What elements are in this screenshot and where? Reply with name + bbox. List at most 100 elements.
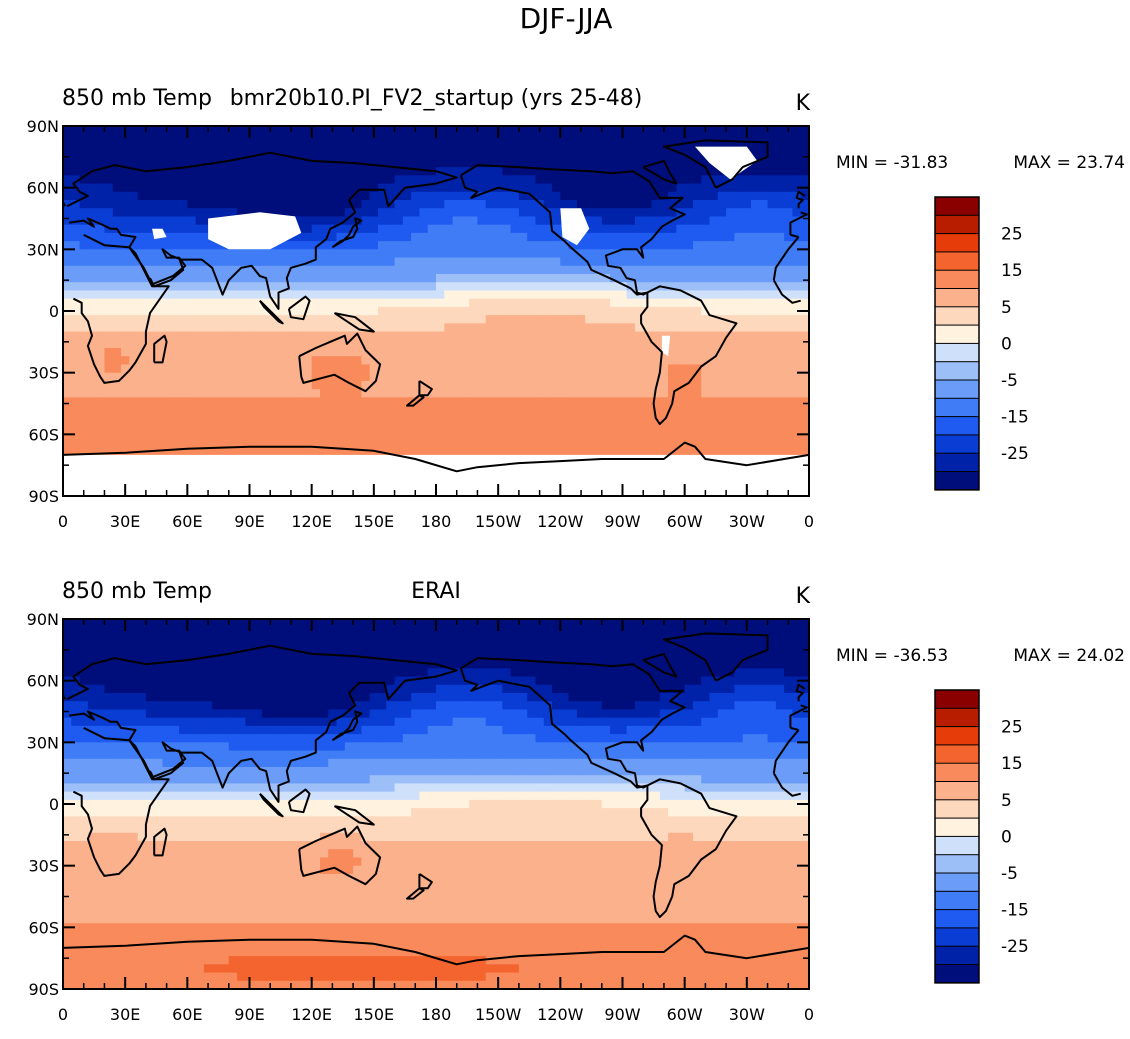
colorbar-tick-label: 25 bbox=[1001, 718, 1023, 738]
colorbar-tick-label: 15 bbox=[1001, 754, 1023, 774]
lat-tick-label: 90N bbox=[27, 610, 59, 629]
colorbar-swatch bbox=[935, 836, 979, 855]
colorbar-tick-label: 15 bbox=[1001, 261, 1023, 281]
lon-tick-label: 120E bbox=[291, 1005, 332, 1024]
panel-case-title: bmr20b10.PI_FV2_startup (yrs 25-48) bbox=[230, 86, 643, 111]
colorbar-tick-label: -25 bbox=[1001, 937, 1029, 957]
colorbar-swatch bbox=[935, 417, 979, 436]
colorbar-swatch bbox=[935, 891, 979, 910]
lon-tick-label: 150W bbox=[475, 1005, 522, 1024]
lon-tick-label: 0 bbox=[58, 1005, 68, 1024]
colorbar-tick-label: 25 bbox=[1001, 225, 1023, 245]
lat-tick-label: 90S bbox=[28, 980, 59, 999]
colorbar: 25 15 5 0 -5 -15 -25 bbox=[935, 197, 1029, 490]
lat-tick-label: 30N bbox=[27, 733, 59, 752]
colorbar-swatch bbox=[935, 234, 979, 253]
colorbar-swatch bbox=[935, 289, 979, 308]
colorbar-swatch bbox=[935, 745, 979, 764]
colorbar-tick-label: 0 bbox=[1001, 827, 1012, 847]
max-label: MAX = 23.74 bbox=[1013, 153, 1125, 173]
colorbar-swatch bbox=[935, 252, 979, 271]
colorbar-swatch bbox=[935, 215, 979, 234]
colorbar-swatch bbox=[935, 727, 979, 746]
min-label: MIN = -36.53 bbox=[836, 646, 948, 666]
colorbar-tick-label: -5 bbox=[1001, 864, 1018, 884]
lon-tick-label: 90W bbox=[604, 512, 640, 531]
lon-tick-label: 60W bbox=[667, 512, 703, 531]
lat-tick-label: 60S bbox=[28, 918, 59, 937]
colorbar-swatch bbox=[935, 946, 979, 965]
lat-tick-label: 60S bbox=[28, 425, 59, 444]
colorbar-tick-label: -25 bbox=[1001, 444, 1029, 464]
lat-tick-label: 60N bbox=[27, 672, 59, 691]
lon-tick-label: 0 bbox=[804, 1005, 814, 1024]
lon-tick-label: 60W bbox=[667, 1005, 703, 1024]
figure-title: DJF-JJA bbox=[520, 2, 613, 35]
colorbar-swatch bbox=[935, 197, 979, 216]
colorbar-tick-label: -15 bbox=[1001, 408, 1029, 428]
colorbar-swatch bbox=[935, 800, 979, 819]
colorbar-tick-label: 5 bbox=[1001, 298, 1012, 318]
panel-case-title: ERAI bbox=[411, 579, 461, 604]
lon-tick-label: 30W bbox=[729, 512, 765, 531]
colorbar-swatch bbox=[935, 928, 979, 947]
colorbar-swatch bbox=[935, 965, 979, 984]
colorbar-tick-label: 0 bbox=[1001, 334, 1012, 354]
lon-tick-label: 90E bbox=[234, 512, 264, 531]
colorbar-swatch bbox=[935, 910, 979, 929]
colorbar-swatch bbox=[935, 763, 979, 782]
colorbar-swatch bbox=[935, 453, 979, 472]
lon-tick-label: 180 bbox=[421, 1005, 452, 1024]
lon-tick-label: 30E bbox=[110, 1005, 140, 1024]
colorbar-swatch bbox=[935, 818, 979, 837]
colorbar-swatch bbox=[935, 708, 979, 727]
colorbar-swatch bbox=[935, 307, 979, 326]
temperature-field bbox=[63, 619, 810, 990]
colorbar-swatch bbox=[935, 435, 979, 454]
colorbar-swatch bbox=[935, 873, 979, 892]
colorbar-swatch bbox=[935, 782, 979, 801]
lat-tick-label: 0 bbox=[49, 302, 59, 321]
lon-tick-label: 120W bbox=[537, 1005, 584, 1024]
colorbar-swatch bbox=[935, 472, 979, 491]
lat-tick-label: 60N bbox=[27, 179, 59, 198]
lon-tick-label: 0 bbox=[58, 512, 68, 531]
colorbar-swatch bbox=[935, 325, 979, 344]
lat-tick-label: 90N bbox=[27, 117, 59, 136]
lat-tick-label: 30S bbox=[28, 857, 59, 876]
lon-tick-label: 150E bbox=[354, 512, 395, 531]
map-panel-2: 90N 60N 30N 0 30S 60S 90S 0 30E 60E 90E 120E 150E 180… bbox=[27, 579, 1125, 1024]
colorbar-swatch bbox=[935, 362, 979, 381]
colorbar-swatch bbox=[935, 380, 979, 399]
lon-tick-label: 90E bbox=[234, 1005, 264, 1024]
lon-tick-label: 0 bbox=[804, 512, 814, 531]
colorbar-tick-label: -15 bbox=[1001, 901, 1029, 921]
lon-tick-label: 150W bbox=[475, 512, 522, 531]
lon-tick-label: 90W bbox=[604, 1005, 640, 1024]
lon-tick-label: 30W bbox=[729, 1005, 765, 1024]
colorbar-swatch bbox=[935, 398, 979, 417]
temperature-field bbox=[63, 126, 810, 497]
colorbar-swatch bbox=[935, 343, 979, 362]
lon-tick-label: 150E bbox=[354, 1005, 395, 1024]
colorbar-tick-label: -5 bbox=[1001, 371, 1018, 391]
colorbar-tick-label: 5 bbox=[1001, 791, 1012, 811]
lon-tick-label: 120W bbox=[537, 512, 584, 531]
max-label: MAX = 24.02 bbox=[1013, 646, 1125, 666]
lon-tick-label: 30E bbox=[110, 512, 140, 531]
lat-tick-label: 90S bbox=[28, 487, 59, 506]
panel-units: K bbox=[796, 584, 811, 609]
min-label: MIN = -31.83 bbox=[836, 153, 948, 173]
colorbar-swatch bbox=[935, 855, 979, 874]
lon-tick-label: 60E bbox=[172, 1005, 202, 1024]
panel-variable-title: 850 mb Temp bbox=[62, 86, 212, 111]
panel-units: K bbox=[796, 91, 811, 116]
colorbar-swatch bbox=[935, 270, 979, 289]
lon-tick-label: 60E bbox=[172, 512, 202, 531]
lon-tick-label: 180 bbox=[421, 512, 452, 531]
lat-tick-label: 30S bbox=[28, 364, 59, 383]
lat-tick-label: 30N bbox=[27, 240, 59, 259]
panel-variable-title: 850 mb Temp bbox=[62, 579, 212, 604]
